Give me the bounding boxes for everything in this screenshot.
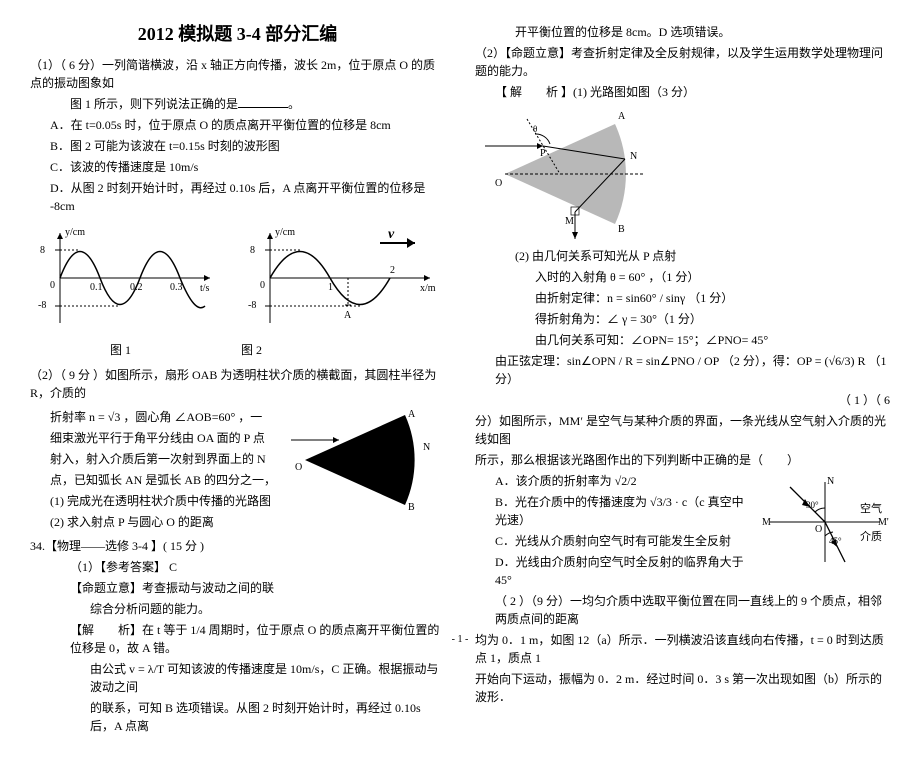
q34-header: 34.【物理——选修 3-4 】( 15 分 ) xyxy=(30,537,445,555)
svg-text:N: N xyxy=(630,151,637,162)
svg-text:N: N xyxy=(423,442,430,453)
q34-sol1: 【解 析】在 t 等于 1/4 周期时，位于原点 O 的质点离开平衡位置的位移是… xyxy=(30,621,445,657)
q34-intent2: 综合分析问题的能力。 xyxy=(30,600,445,618)
svg-text:B: B xyxy=(618,224,625,235)
svg-text:30°: 30° xyxy=(806,500,819,510)
page-number: - 1 - xyxy=(452,634,469,645)
q3-prefix: （ 1 ）（ 6 xyxy=(475,391,890,409)
q2-line7: (2) 求入射点 P 与圆心 O 的距离 xyxy=(30,513,285,531)
svg-text:B: B xyxy=(408,502,415,513)
svg-text:1: 1 xyxy=(328,282,333,293)
fig2-wave: y/cm x/m 8 0 -8 1 2 v A xyxy=(240,223,440,333)
q4-stem3: 开始向下运动，振幅为 0．2 m．经过时间 0．3 s 第一次出现如图（b）所示… xyxy=(475,670,890,706)
v-label: v xyxy=(388,227,395,242)
page-title: 2012 模拟题 3-4 部分汇编 xyxy=(30,20,445,46)
r-sol-head: 【 解 析 】(1) 光路图如图（3 分） xyxy=(475,83,890,101)
svg-text:0.3: 0.3 xyxy=(170,282,183,293)
svg-text:P: P xyxy=(540,148,546,159)
svg-text:O: O xyxy=(815,524,822,535)
q3-stem: 分）如图所示，MM′ 是空气与某种介质的界面，一条光线从空气射入介质的光线如图 xyxy=(475,412,890,448)
fig1-ylabel: y/cm xyxy=(65,227,85,238)
q2-stem: （2）（ 9 分 ）如图所示，扇形 OAB 为透明柱状介质的横截面，其圆柱半径为… xyxy=(30,366,445,402)
svg-text:O: O xyxy=(495,178,502,189)
left-column: 2012 模拟题 3-4 部分汇编 （1）（ 6 分）一列简谐横波，沿 x 轴正… xyxy=(30,20,445,738)
fig-labels: 图 1 图 2 xyxy=(30,341,445,358)
svg-text:M: M xyxy=(565,216,574,227)
q34-sol3: 的联系，可知 B 选项错误。从图 2 时刻开始计时，再经过 0.10s 后，A … xyxy=(30,699,445,735)
fig2-caption: 图 2 xyxy=(241,341,262,358)
right-column: 开平衡位置的位移是 8cm。D 选项错误。 （2）【命题立意】考查折射定律及全反… xyxy=(475,20,890,738)
q2-line4: 射入，射入介质后第一次射到界面上的 N xyxy=(30,450,285,468)
r-sol2-a: 入时的入射角 θ = 60° ，（1 分） xyxy=(475,268,890,286)
r-sol2-d: 由几何关系可知：∠OPN= 15°；∠PNO= 45° xyxy=(475,331,890,349)
svg-text:M: M xyxy=(762,517,771,528)
r-line0: 开平衡位置的位移是 8cm。D 选项错误。 xyxy=(475,23,890,41)
q2-line3: 细束激光平行于角平分线由 OA 面的 P 点 xyxy=(30,429,285,447)
svg-text:45°: 45° xyxy=(829,536,842,546)
svg-text:A: A xyxy=(408,409,416,420)
q2-line2: 折射率 n = √3 ，圆心角 ∠AOB=60° ，一 xyxy=(30,408,285,426)
svg-text:0: 0 xyxy=(260,280,265,291)
svg-text:空气: 空气 xyxy=(860,501,882,515)
svg-text:-8: -8 xyxy=(38,300,46,311)
q34-sol2: 由公式 v = λ/T 可知该波的传播速度是 10m/s，C 正确。根据振动与波… xyxy=(30,660,445,696)
r-intent: （2）【命题立意】考查折射定律及全反射规律，以及学生运用数学处理物理问题的能力。 xyxy=(475,44,890,80)
q3-refraction-fig: 30° 45° M M' N O 空气 介质 xyxy=(760,472,890,572)
r-sol2-c: 得折射角为：∠ γ = 30°（1 分） xyxy=(475,310,890,328)
q1-stem2: 图 1 所示，则下列说法正确的是。 xyxy=(30,95,445,113)
svg-text:θ: θ xyxy=(533,124,537,134)
q2-line5: 点，已知弧长 AN 是弧长 AB 的四分之一， xyxy=(30,471,285,489)
fig2-ylabel: y/cm xyxy=(275,227,295,238)
svg-text:A: A xyxy=(618,111,626,122)
fig1-wave: y/cm t/s 8 0 -8 0.1 0.2 0.3 xyxy=(30,223,220,333)
q4-stem: （ 2 ）（9 分）一均匀介质中选取平衡位置在同一直线上的 9 个质点，相邻两质… xyxy=(475,592,890,628)
svg-text:M': M' xyxy=(878,517,889,528)
blank xyxy=(238,107,288,108)
svg-text:2: 2 xyxy=(390,265,395,276)
marker-a: A xyxy=(344,310,352,321)
fig2-xlabel: x/m xyxy=(420,283,436,294)
q34-intent: 【命题立意】考查振动与波动之间的联 xyxy=(30,579,445,597)
fig1-xlabel: t/s xyxy=(200,283,210,294)
svg-text:P: P xyxy=(343,429,349,440)
q1-opt-a: A．在 t=0.05s 时，位于原点 O 的质点离开平衡位置的位移是 8cm xyxy=(30,116,445,134)
svg-text:0.1: 0.1 xyxy=(90,282,103,293)
q1-opt-c: C．该波的传播速度是 10m/s xyxy=(30,158,445,176)
svg-text:0: 0 xyxy=(50,280,55,291)
r-sol2-b: 由折射定律：n = sin60° / sinγ （1 分） xyxy=(475,289,890,307)
q1-opt-b: B．图 2 可能为该波在 t=0.15s 时刻的波形图 xyxy=(30,137,445,155)
svg-text:8: 8 xyxy=(40,245,45,256)
svg-text:O: O xyxy=(295,462,302,473)
svg-text:-8: -8 xyxy=(248,300,256,311)
q1-stem: （1）（ 6 分）一列简谐横波，沿 x 轴正方向传播，波长 2m，位于原点 O … xyxy=(30,56,445,92)
r-sol2-head: (2) 由几何关系可知光从 P 点射 xyxy=(475,247,890,265)
q1-opt-d: D．从图 2 时刻开始计时，再经过 0.10s 后，A 点离开平衡位置的位移是 … xyxy=(30,179,445,215)
q1-figures: y/cm t/s 8 0 -8 0.1 0.2 0.3 y/cm x/m 8 0… xyxy=(30,223,445,333)
svg-text:介质: 介质 xyxy=(860,530,882,543)
q3-stem2: 所示，那么根据该光路图作出的下列判断中正确的是（ ） xyxy=(475,451,890,469)
svg-text:8: 8 xyxy=(250,245,255,256)
q2-sector-fig: P A N B O xyxy=(285,405,445,515)
r-optics-fig: θ P A N B M O xyxy=(475,104,890,244)
q4-stem2: 均为 0．1 m，如图 12（a）所示．一列横波沿该直线向右传播，t = 0 时… xyxy=(475,631,890,667)
svg-text:N: N xyxy=(827,476,834,487)
q2-line6: (1) 完成光在透明柱状介质中传播的光路图 xyxy=(30,492,285,510)
q34-ans: （1）【参考答案】 C xyxy=(30,558,445,576)
r-sol2-e: 由正弦定理：sin∠OPN / R = sin∠PNO / OP （2 分），得… xyxy=(475,352,890,388)
fig1-caption: 图 1 xyxy=(110,341,131,358)
